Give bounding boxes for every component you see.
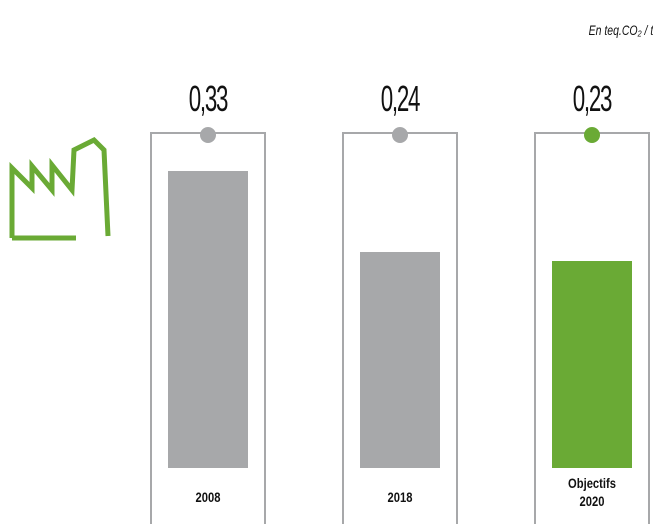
- bar: [360, 252, 440, 468]
- bar: [168, 171, 248, 468]
- unit-label: En teq.CO₂ / t: [588, 22, 653, 38]
- marker-dot: [584, 127, 600, 143]
- value-label: 0,23: [572, 78, 613, 119]
- category-label: 2008: [195, 489, 221, 505]
- value-label: 0,24: [380, 78, 421, 119]
- marker-dot: [200, 127, 216, 143]
- category-label: Objectifs 2020: [568, 475, 616, 509]
- bar: [552, 261, 632, 468]
- value-label: 0,33: [188, 78, 229, 119]
- marker-dot: [392, 127, 408, 143]
- factory-icon: [9, 136, 111, 241]
- category-label: 2018: [387, 489, 413, 505]
